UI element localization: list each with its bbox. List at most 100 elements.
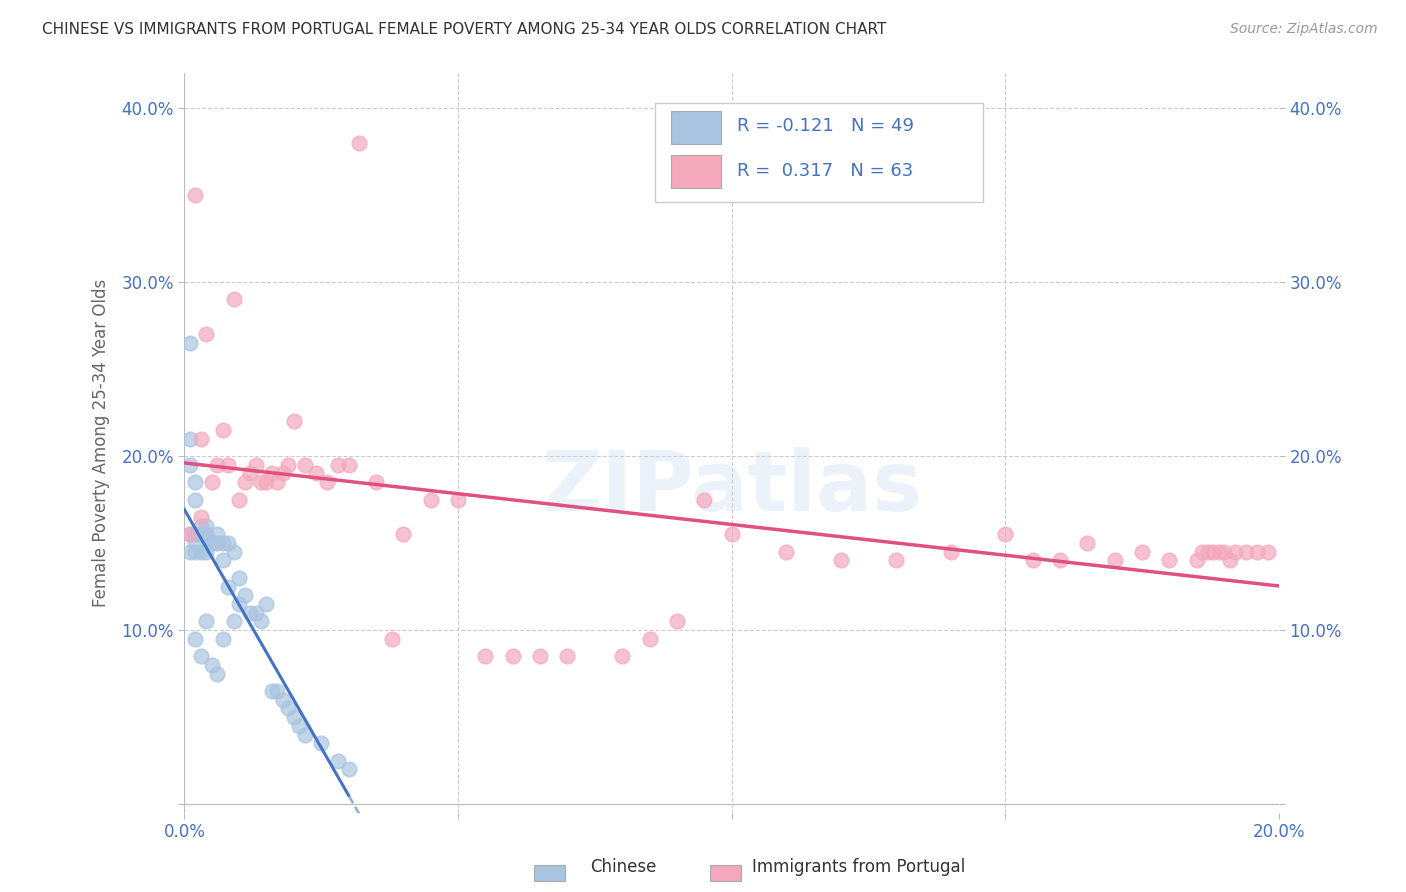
Point [184,475,207,489]
Point [1130,545,1153,559]
Point [294,458,316,472]
Point [205,458,228,472]
Point [228,597,250,611]
Point [179,432,201,446]
Y-axis label: Female Poverty Among 25-34 Year Olds: Female Poverty Among 25-34 Year Olds [93,279,110,607]
Point [217,458,239,472]
Point [190,527,212,541]
Point [283,710,305,724]
Point [205,536,228,550]
Point [205,666,228,681]
Text: Immigrants from Portugal: Immigrants from Portugal [752,858,966,876]
Text: Chinese: Chinese [591,858,657,876]
Point [1159,553,1181,567]
FancyBboxPatch shape [672,155,721,187]
Point [250,475,273,489]
Point [184,187,207,202]
Point [337,458,360,472]
Point [1234,545,1257,559]
Point [201,475,224,489]
Point [190,649,212,664]
Point [1021,553,1043,567]
Point [638,632,661,646]
Point [211,553,233,567]
Point [195,615,218,629]
Point [1104,553,1126,567]
FancyBboxPatch shape [672,112,721,144]
Point [665,615,688,629]
Point [260,467,283,481]
Point [288,719,311,733]
Point [222,615,245,629]
Point [201,536,224,550]
Point [184,527,207,541]
Point [315,475,337,489]
Point [277,458,299,472]
Point [349,136,371,150]
Point [309,736,332,750]
Point [211,536,233,550]
Point [994,527,1017,541]
Point [1208,545,1230,559]
FancyBboxPatch shape [655,103,983,202]
Text: Source: ZipAtlas.com: Source: ZipAtlas.com [1230,22,1378,37]
Point [1049,553,1071,567]
Point [195,518,218,533]
Point [233,475,256,489]
Point [419,492,441,507]
Point [1202,545,1225,559]
Point [228,492,250,507]
Point [256,597,278,611]
Point [184,545,207,559]
Point [184,492,207,507]
Point [1257,545,1279,559]
Point [222,545,245,559]
Point [245,458,267,472]
Point [271,692,294,706]
Point [1246,545,1268,559]
Point [283,414,305,428]
Point [201,657,224,672]
Point [474,649,496,664]
Point [179,335,201,350]
Text: CHINESE VS IMMIGRANTS FROM PORTUGAL FEMALE POVERTY AMONG 25-34 YEAR OLDS CORRELA: CHINESE VS IMMIGRANTS FROM PORTUGAL FEMA… [42,22,887,37]
Point [557,649,579,664]
Text: R =  0.317   N = 63: R = 0.317 N = 63 [737,162,914,180]
Point [277,701,299,715]
Point [260,684,283,698]
Point [529,649,551,664]
Point [1076,536,1098,550]
Point [271,467,294,481]
Text: R = -0.121   N = 49: R = -0.121 N = 49 [737,117,914,136]
Point [326,458,349,472]
Point [266,475,288,489]
Point [239,467,262,481]
Point [190,518,212,533]
Point [239,606,262,620]
Point [720,527,742,541]
Point [502,649,524,664]
Point [201,536,224,550]
Point [190,545,212,559]
Point [1197,545,1219,559]
Point [830,553,852,567]
Point [1185,553,1208,567]
Point [381,632,404,646]
Point [245,606,267,620]
Point [612,649,634,664]
Point [205,527,228,541]
Point [884,553,907,567]
Text: ZIPatlas: ZIPatlas [541,447,922,528]
Point [775,545,797,559]
Point [179,527,201,541]
Point [392,527,415,541]
Point [693,492,716,507]
Point [184,632,207,646]
Point [217,580,239,594]
Point [211,423,233,437]
Point [179,458,201,472]
Point [1219,553,1241,567]
Point [256,475,278,489]
Point [195,527,218,541]
Point [266,684,288,698]
